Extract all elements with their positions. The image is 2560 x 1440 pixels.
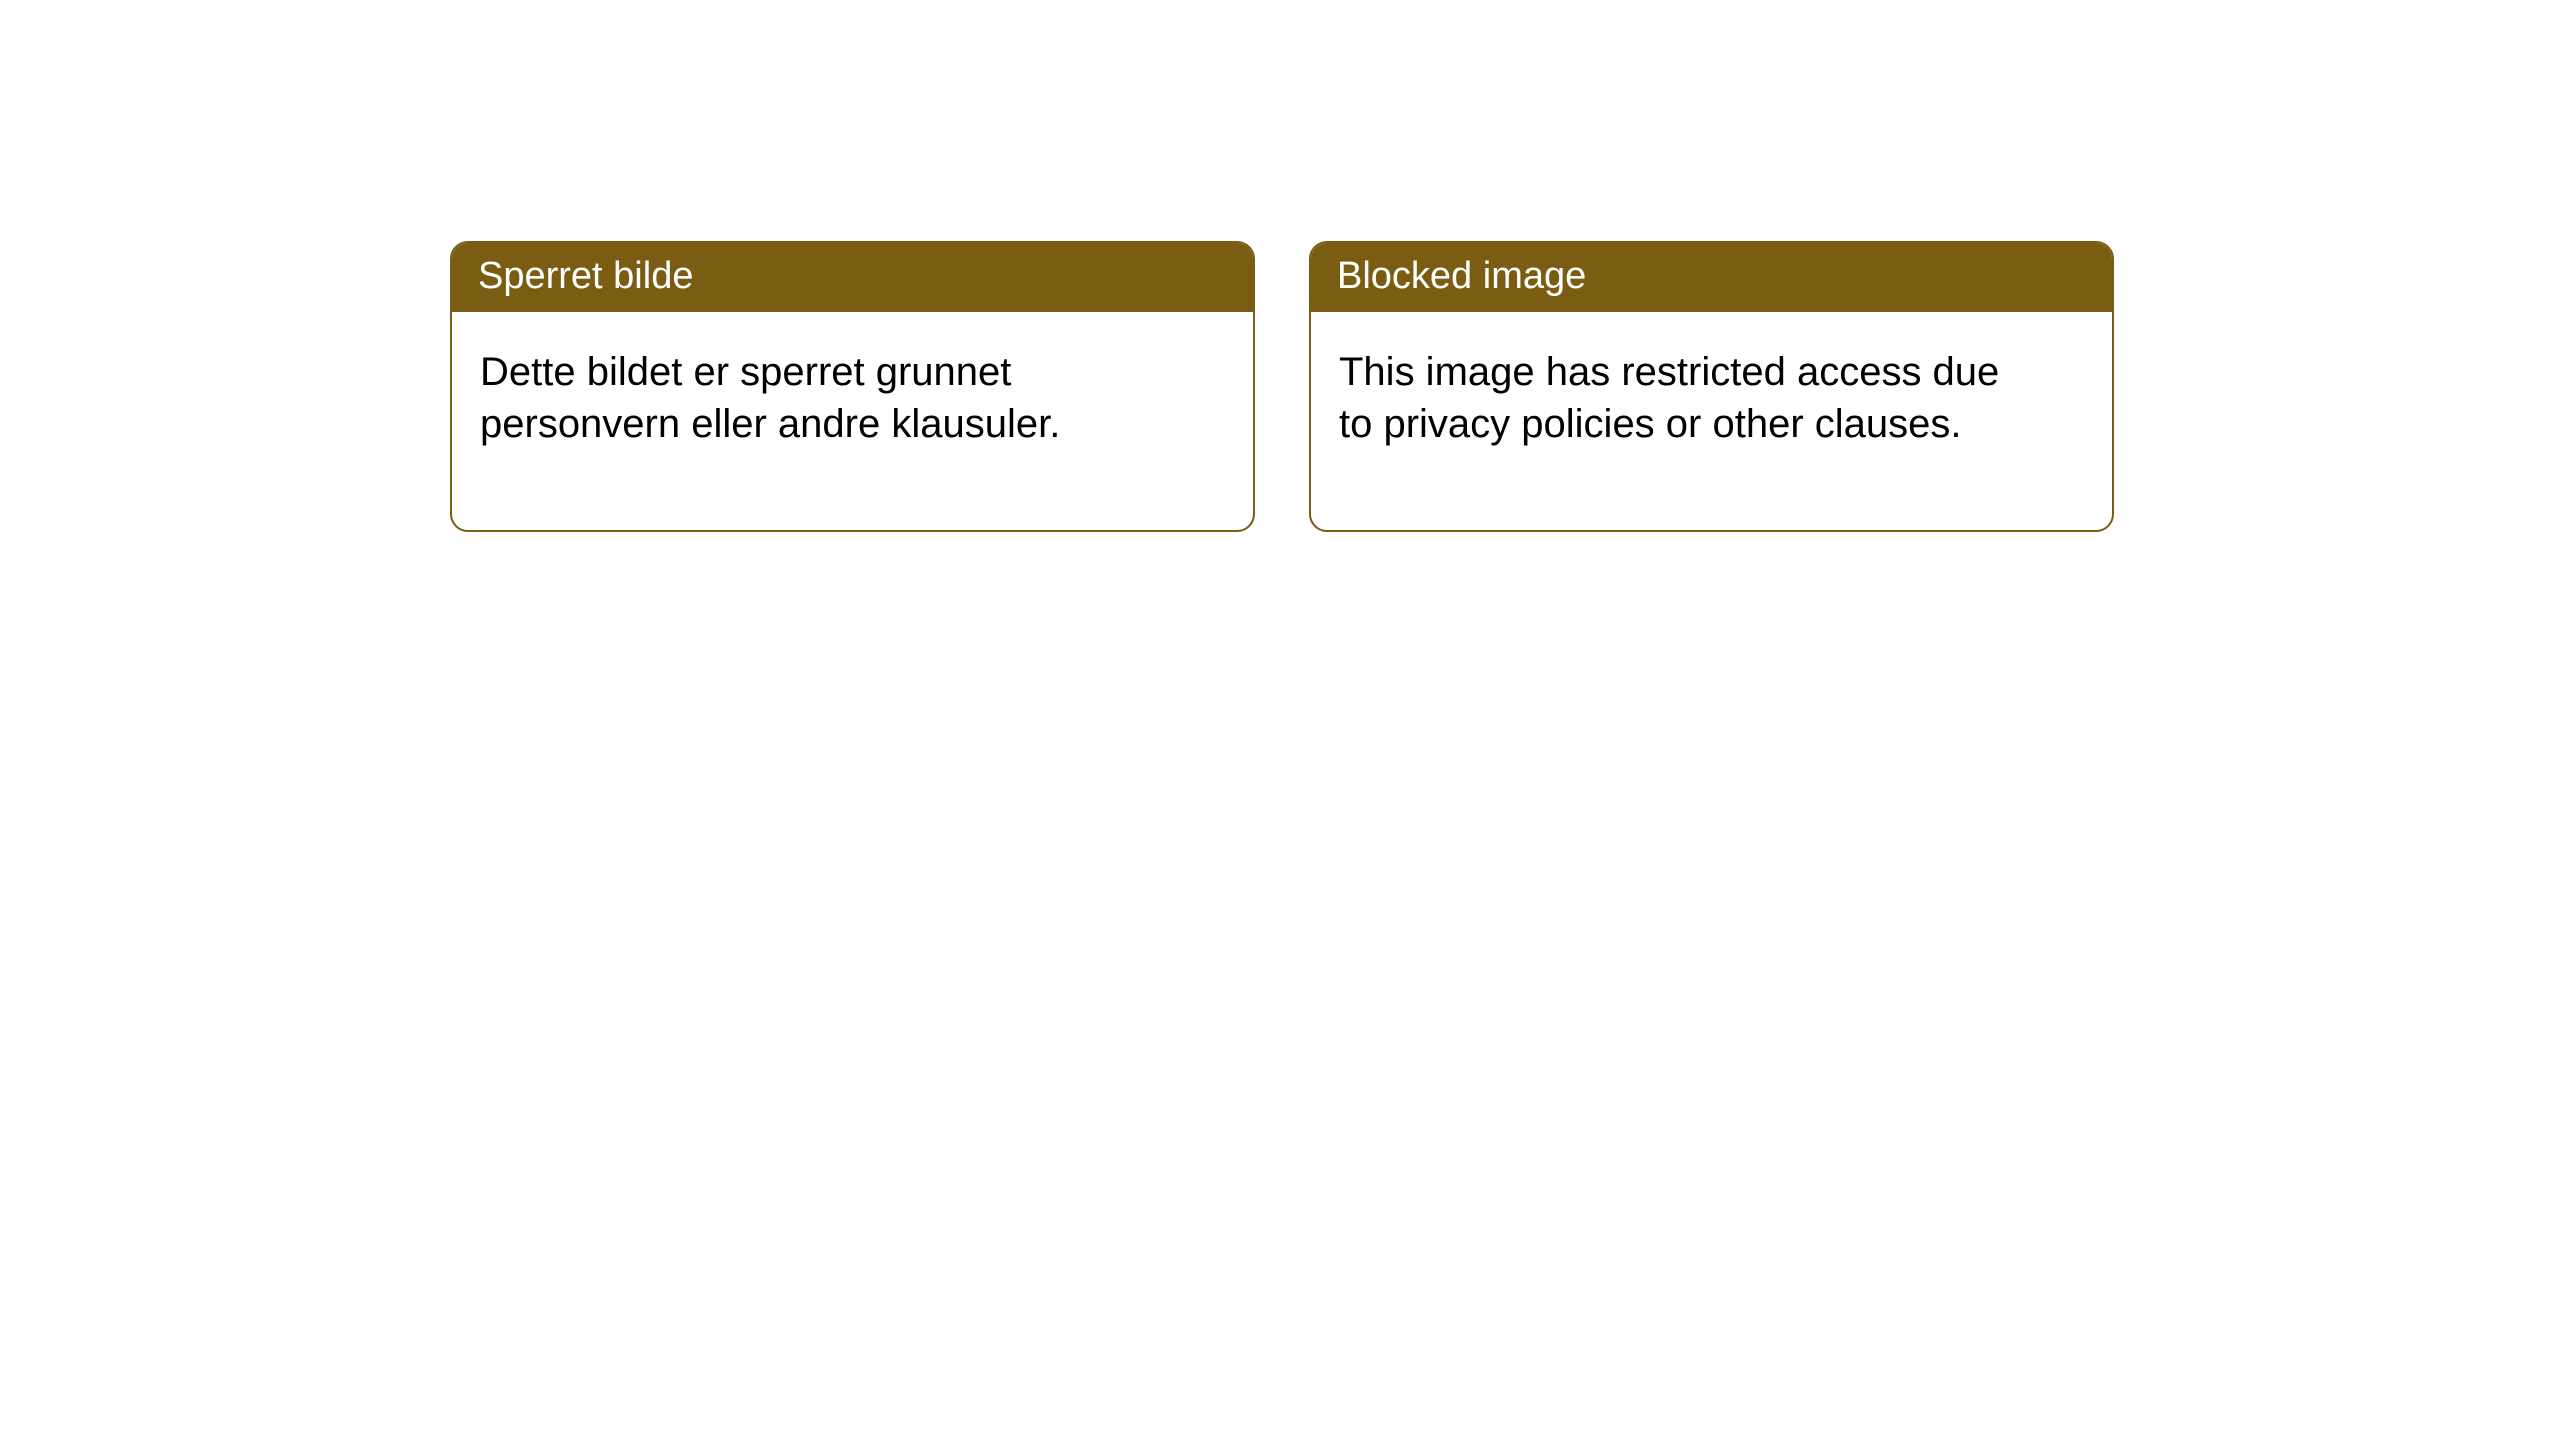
notice-card-norwegian: Sperret bilde Dette bildet er sperret gr… bbox=[450, 241, 1255, 532]
notice-card-english: Blocked image This image has restricted … bbox=[1309, 241, 2114, 532]
notice-container: Sperret bilde Dette bildet er sperret gr… bbox=[450, 241, 2114, 532]
notice-body-norwegian: Dette bildet er sperret grunnet personve… bbox=[452, 312, 1172, 530]
notice-body-english: This image has restricted access due to … bbox=[1311, 312, 2031, 530]
notice-header-english: Blocked image bbox=[1311, 243, 2112, 312]
notice-header-norwegian: Sperret bilde bbox=[452, 243, 1253, 312]
